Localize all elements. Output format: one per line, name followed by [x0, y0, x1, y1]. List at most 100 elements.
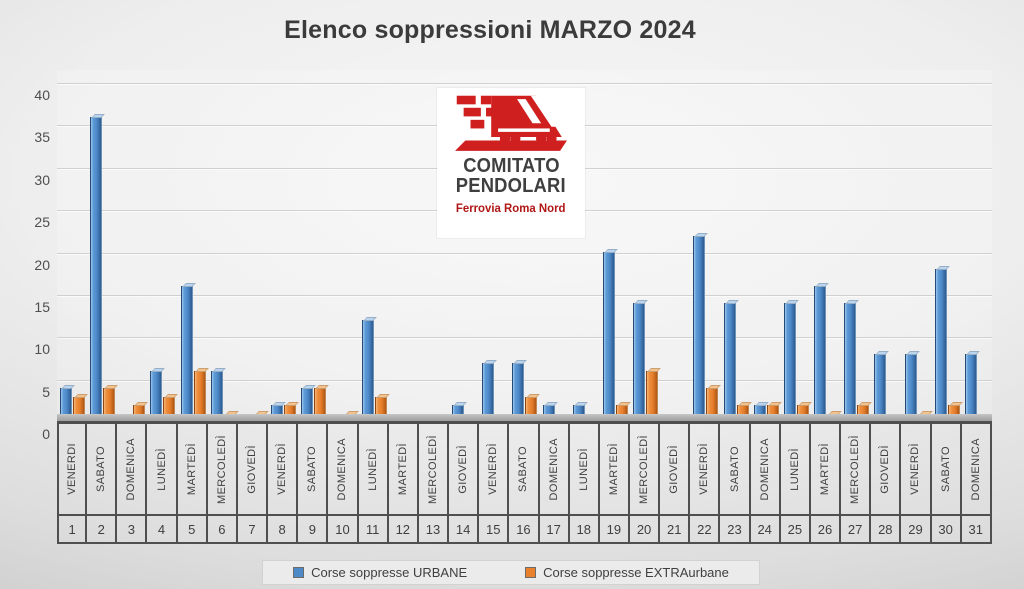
day-number-9: 9 — [298, 516, 329, 544]
day-number-15: 15 — [479, 516, 510, 544]
bar-top-face — [164, 394, 179, 398]
day-number-24: 24 — [750, 516, 781, 544]
bar-urbane-day-25 — [783, 300, 799, 422]
weekday-cell-5: MARTEDÌ — [177, 422, 208, 516]
day-number-8: 8 — [268, 516, 299, 544]
bar-top-face — [74, 394, 88, 398]
y-tick-5: 5 — [42, 383, 50, 400]
bar-top-face — [905, 351, 920, 355]
weekday-label-12: MARTEDÌ — [396, 442, 409, 496]
bar-top-face — [707, 385, 722, 389]
weekday-label-27: MERCOLEDÌ — [849, 434, 862, 504]
day-number-7: 7 — [237, 516, 269, 544]
day-number-25: 25 — [780, 516, 811, 544]
y-tick-25: 25 — [34, 214, 50, 231]
weekday-cell-12: MARTEDÌ — [388, 422, 419, 516]
weekday-label-29: VENERDÌ — [909, 443, 922, 495]
weekday-label-5: MARTEDÌ — [185, 442, 198, 496]
day-number-22: 22 — [690, 516, 721, 544]
logo-text-sub: Ferrovia Roma Nord — [456, 201, 566, 215]
bar-top-face — [453, 402, 468, 406]
bar-top-face — [61, 385, 75, 389]
weekday-label-16: SABATO — [517, 445, 530, 492]
weekday-cell-11: LUNEDÌ — [358, 422, 389, 516]
legend-item-urbane: Corse soppresse URBANE — [293, 565, 467, 580]
weekday-cell-22: VENERDÌ — [690, 422, 721, 516]
bar-top-face — [724, 300, 739, 304]
train-icon — [455, 95, 567, 151]
bar-top-face — [784, 300, 799, 304]
legend-swatch-extraurbane — [525, 567, 537, 578]
bar-urbane-day-11 — [361, 317, 377, 422]
chart-title: Elenco soppressioni MARZO 2024 — [284, 16, 696, 44]
weekday-cell-9: SABATO — [298, 422, 329, 516]
day-number-11: 11 — [358, 516, 389, 544]
weekday-cell-14: GIOVEDÌ — [449, 422, 480, 516]
weekday-label-7: GIOVEDÌ — [246, 444, 259, 494]
weekday-label-3: DOMENICA — [125, 437, 138, 501]
weekday-label-4: LUNEDÌ — [155, 447, 168, 491]
weekday-cell-24: DOMENICA — [750, 422, 781, 516]
weekday-label-20: MERCOLEDÌ — [638, 434, 651, 504]
weekday-cell-7: GIOVEDÌ — [237, 422, 269, 516]
day-number-2: 2 — [87, 516, 118, 544]
day-number-10: 10 — [328, 516, 359, 544]
bar-urbane-day-2 — [90, 114, 106, 422]
bar-urbane-day-19 — [602, 249, 618, 422]
day-number-12: 12 — [388, 516, 419, 544]
y-tick-15: 15 — [34, 298, 50, 315]
weekday-label-13: MERCOLEDÌ — [426, 434, 439, 504]
bar-urbane-day-28 — [874, 351, 890, 422]
legend: Corse soppresse URBANE Corse soppresse EX… — [262, 560, 760, 585]
weekday-label-31: DOMENICA — [969, 437, 982, 501]
bar-top-face — [362, 317, 377, 321]
y-tick-0: 0 — [42, 426, 50, 442]
bar-top-face — [91, 114, 106, 118]
bar-urbane-day-23 — [723, 300, 739, 422]
bar-top-face — [513, 360, 528, 364]
weekday-label-19: MARTEDÌ — [607, 442, 620, 496]
y-tick-30: 30 — [34, 171, 50, 188]
weekday-label-6: MERCOLEDÌ — [215, 434, 228, 504]
logo-text-line2: PENDOLARI — [455, 175, 567, 197]
bar-top-face — [526, 394, 541, 398]
weekday-cell-30: SABATO — [931, 422, 962, 516]
day-number-27: 27 — [841, 516, 872, 544]
bar-top-face — [151, 368, 166, 372]
weekday-label-23: SABATO — [728, 445, 741, 492]
bar-top-face — [375, 394, 390, 398]
bar-top-face — [797, 402, 812, 406]
weekday-cell-17: DOMENICA — [539, 422, 570, 516]
bar-top-face — [211, 368, 226, 372]
weekday-label-28: GIOVEDÌ — [879, 444, 892, 494]
day-number-3: 3 — [117, 516, 148, 544]
bar-top-face — [875, 351, 890, 355]
bar-top-face — [483, 360, 498, 364]
category-axis: VENERDI SABATO DOMENICA LUNEDÌ MARTEDÌ MERCOL… — [57, 422, 992, 544]
weekday-cell-28: GIOVEDÌ — [871, 422, 902, 516]
weekday-cell-1: VENERDI — [57, 422, 88, 516]
weekday-cell-13: MERCOLEDÌ — [418, 422, 450, 516]
gridline-40 — [57, 83, 992, 84]
weekday-label-14: GIOVEDÌ — [457, 444, 470, 494]
legend-label-extraurbane: Corse soppresse EXTRAurbane — [543, 565, 729, 580]
day-number-1: 1 — [57, 516, 88, 544]
day-number-29: 29 — [901, 516, 932, 544]
bar-top-face — [573, 402, 588, 406]
bar-top-face — [104, 385, 119, 389]
weekday-cell-4: LUNEDÌ — [147, 422, 178, 516]
weekday-label-25: LUNEDÌ — [788, 447, 801, 491]
bar-urbane-day-26 — [814, 283, 829, 422]
day-number-16: 16 — [509, 516, 540, 544]
y-tick-35: 35 — [34, 129, 50, 146]
day-number-28: 28 — [871, 516, 902, 544]
bar-top-face — [767, 402, 782, 406]
weekday-cell-8: VENERDÌ — [268, 422, 299, 516]
weekday-label-22: VENERDÌ — [698, 443, 711, 495]
day-number-4: 4 — [147, 516, 178, 544]
bar-top-face — [194, 368, 209, 372]
weekday-label-30: SABATO — [939, 445, 952, 492]
day-number-5: 5 — [177, 516, 208, 544]
logo-text-line1: COMITATO — [462, 155, 560, 177]
day-number-18: 18 — [569, 516, 600, 544]
